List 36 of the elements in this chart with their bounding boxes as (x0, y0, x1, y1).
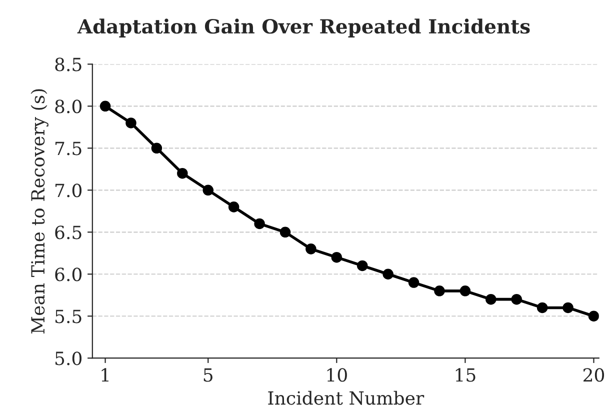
y-tick-label: 5.0 (56, 352, 82, 366)
point (588, 310, 599, 322)
x-tick-label: 10 (327, 368, 347, 382)
y-tick-label: 8.0 (55, 100, 82, 114)
point (331, 252, 342, 263)
point (254, 218, 265, 230)
y-axis-title: Mean Time to Recovery (s) (30, 89, 48, 334)
point (177, 168, 188, 179)
point (460, 286, 471, 296)
point (382, 268, 394, 280)
y-tick-label: 7.0 (56, 184, 82, 198)
point (511, 294, 522, 305)
point (536, 302, 548, 314)
point (306, 244, 316, 254)
x-tick-label: 5 (204, 368, 212, 382)
point (356, 260, 368, 272)
y-tick-label: 6.0 (55, 268, 82, 282)
x-tick-label: 1 (102, 368, 108, 382)
y-tick-label: 5.5 (56, 310, 82, 324)
point (202, 184, 214, 196)
point (228, 202, 240, 212)
point (126, 118, 136, 128)
x-tick-label: 15 (456, 368, 476, 382)
point (434, 286, 445, 296)
point (151, 142, 162, 154)
y-tick-label: 8.5 (55, 58, 82, 72)
point (486, 294, 496, 305)
x-tick-label: 20 (583, 368, 604, 382)
y-tick-label: 7.5 (56, 142, 82, 156)
point (100, 100, 111, 112)
point (562, 302, 574, 314)
point (280, 226, 291, 238)
chart-title: Adaptation Gain Over Repeated Incidents (77, 18, 530, 38)
x-axis-title: Incident Number (268, 390, 424, 405)
y-tick-label: 6.5 (55, 226, 82, 240)
point (408, 277, 420, 288)
